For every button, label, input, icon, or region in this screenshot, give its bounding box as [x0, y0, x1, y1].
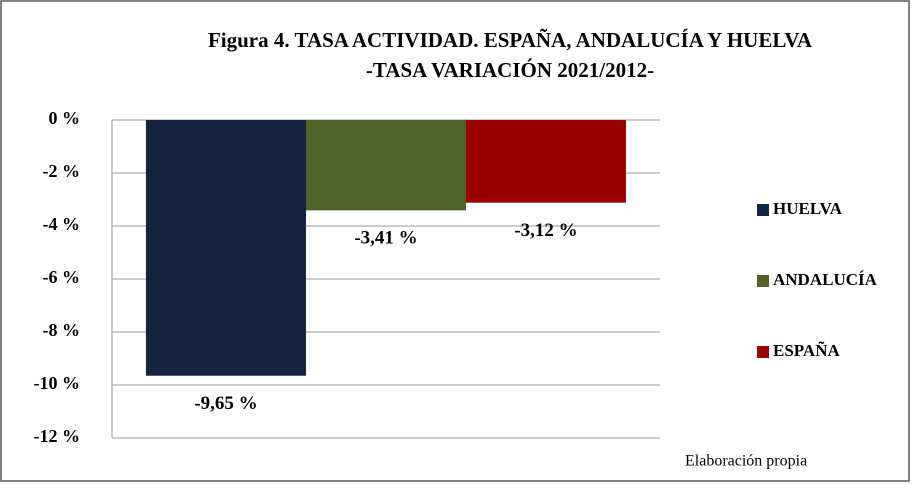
y-tick-label: -6 % [43, 267, 81, 287]
y-tick-label: 0 % [49, 108, 81, 128]
legend-label: HUELVA [773, 199, 843, 218]
bar [305, 120, 467, 211]
chart-title: Figura 4. TASA ACTIVIDAD. ESPAÑA, ANDALU… [208, 28, 813, 52]
chart-subtitle: -TASA VARIACIÓN 2021/2012- [366, 58, 654, 82]
source-note: Elaboración propia [685, 453, 807, 470]
y-tick-label: -4 % [43, 214, 81, 234]
bar [466, 120, 627, 203]
bar [145, 120, 306, 376]
legend-label: ESPAÑA [773, 341, 840, 360]
legend-swatch [757, 346, 769, 358]
legend-swatch [757, 275, 769, 287]
y-tick-label: -2 % [43, 161, 81, 181]
legend-swatch [757, 204, 769, 216]
legend-label: ANDALUCÍA [773, 270, 878, 289]
y-tick-label: -8 % [43, 320, 81, 340]
y-tick-label: -12 % [34, 426, 81, 446]
data-label: -9,65 % [194, 393, 257, 414]
data-label: -3,41 % [354, 228, 417, 249]
data-label: -3,12 % [514, 220, 577, 241]
y-tick-label: -10 % [34, 373, 81, 393]
